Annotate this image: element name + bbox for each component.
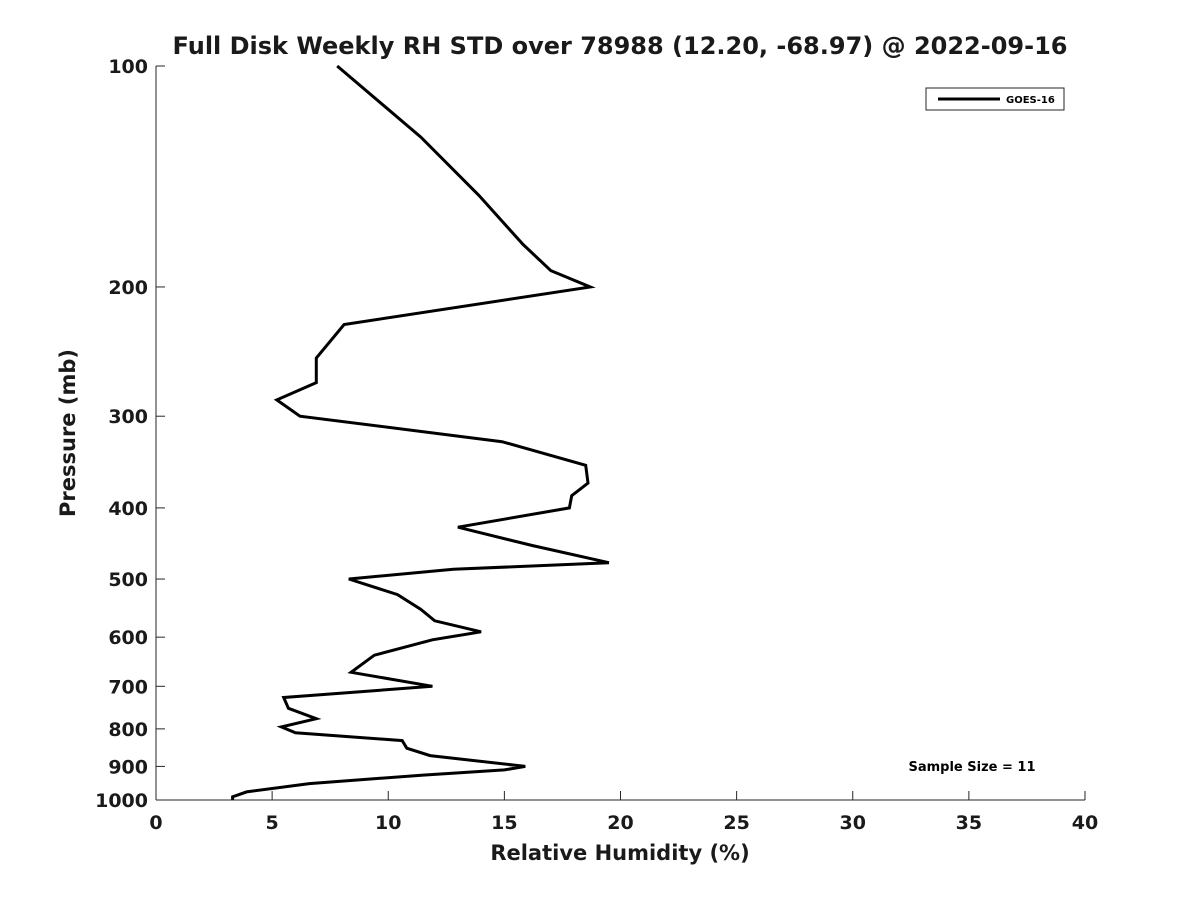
legend: GOES-16: [925, 87, 1065, 111]
x-tick-label: 35: [956, 812, 982, 834]
chart-title: Full Disk Weekly RH STD over 78988 (12.2…: [173, 32, 1068, 60]
y-axis-label: Pressure (mb): [56, 349, 80, 517]
x-axis: 0 5 10 15 20 25 30 35 40: [149, 791, 1098, 834]
y-tick-label: 500: [108, 569, 148, 591]
x-axis-label: Relative Humidity (%): [490, 841, 749, 865]
x-tick-label: 10: [375, 812, 401, 834]
y-tick-label: 200: [108, 277, 148, 299]
y-tick-label: 1000: [95, 790, 148, 812]
y-tick-label: 600: [108, 627, 148, 649]
x-tick-label: 25: [723, 812, 749, 834]
y-tick-label: 800: [108, 719, 148, 741]
plot-area: [155, 66, 1085, 801]
x-tick-label: 40: [1072, 812, 1098, 834]
y-tick-label: 900: [108, 756, 148, 778]
x-tick-label: 30: [840, 812, 866, 834]
y-axis: 100 200 300 400 500 600 700 800 900 1000: [95, 56, 165, 812]
legend-entry-goes-16: GOES-16: [1006, 95, 1055, 106]
x-tick-label: 0: [149, 812, 162, 834]
y-tick-label: 300: [108, 406, 148, 428]
series-line-goes-16: [231, 64, 610, 800]
x-tick-label: 5: [266, 812, 279, 834]
y-tick-label: 100: [108, 56, 148, 78]
y-tick-label: 700: [108, 676, 148, 698]
x-tick-label: 20: [607, 812, 633, 834]
y-tick-label: 400: [108, 498, 148, 520]
sample-size-annotation: Sample Size = 11: [908, 760, 1035, 775]
series-layer: [231, 64, 610, 800]
x-tick-label: 15: [491, 812, 517, 834]
